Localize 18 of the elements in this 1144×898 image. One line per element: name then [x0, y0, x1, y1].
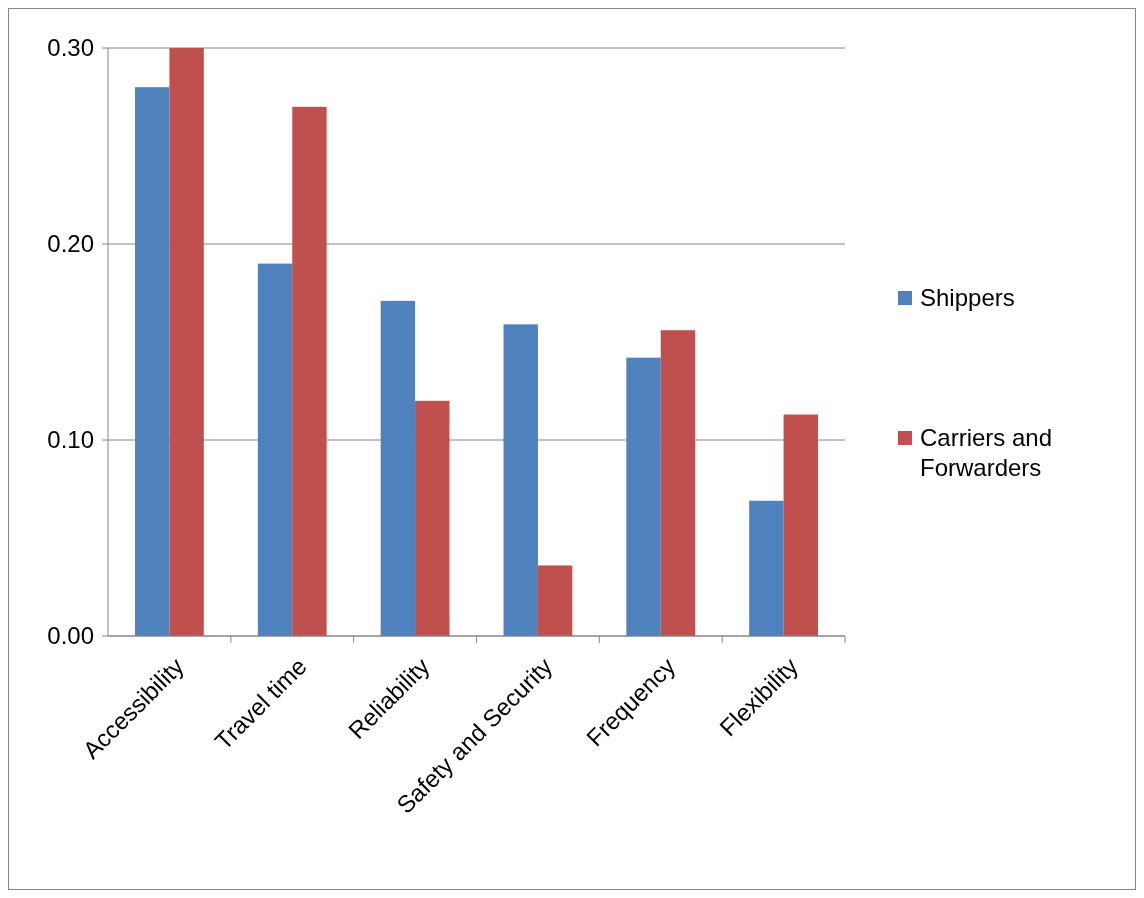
- bar: [749, 500, 784, 636]
- bar: [503, 324, 538, 636]
- bar: [626, 357, 661, 636]
- legend-label: Shippers: [920, 284, 1015, 312]
- y-tick-label: 0.10: [47, 426, 94, 454]
- bar: [292, 106, 327, 636]
- bar: [135, 87, 170, 636]
- bar: [660, 330, 696, 636]
- bar: [537, 565, 573, 636]
- y-tick-label: 0.00: [47, 622, 94, 650]
- bar: [415, 400, 450, 636]
- bar: [783, 414, 818, 636]
- y-tick-label: 0.30: [47, 34, 94, 62]
- bar: [257, 263, 293, 636]
- bar: [169, 48, 204, 636]
- bar: [380, 300, 416, 636]
- y-tick-label: 0.20: [47, 230, 94, 258]
- legend-label: Carriers and Forwarders: [920, 424, 1053, 482]
